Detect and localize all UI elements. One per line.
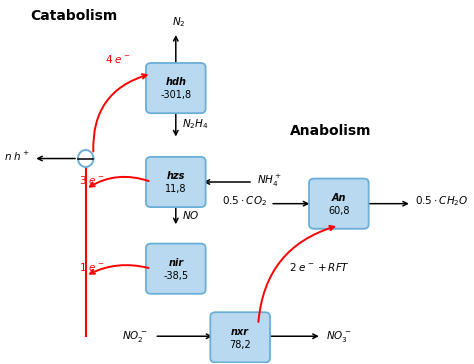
Text: 78,2: 78,2 [229,340,251,349]
Text: $NO_3^-$: $NO_3^-$ [326,329,351,344]
Text: $4\ e^-$: $4\ e^-$ [105,53,131,65]
Text: $NO_2^-$: $NO_2^-$ [122,329,148,344]
Text: $0.5 \cdot CH_2O$: $0.5 \cdot CH_2O$ [415,194,469,208]
Text: $N_2$: $N_2$ [173,15,186,29]
FancyBboxPatch shape [146,244,206,294]
Text: Anabolism: Anabolism [290,124,371,138]
Text: $2\ e^- + RFT$: $2\ e^- + RFT$ [289,261,350,273]
Text: $NH_4^+$: $NH_4^+$ [257,173,283,189]
Text: $3\ e^-$: $3\ e^-$ [80,174,105,186]
Text: 11,8: 11,8 [165,184,187,194]
FancyBboxPatch shape [210,312,270,363]
Text: $NO$: $NO$ [182,209,200,221]
Text: $N_2H_4$: $N_2H_4$ [182,117,209,131]
Text: nir: nir [168,258,183,268]
FancyBboxPatch shape [309,179,369,229]
Text: An: An [332,193,346,203]
Text: hzs: hzs [166,171,185,181]
Text: -38,5: -38,5 [163,271,188,281]
Text: nxr: nxr [231,327,249,337]
FancyBboxPatch shape [146,63,206,113]
Text: hdh: hdh [165,77,186,87]
FancyBboxPatch shape [146,157,206,207]
Text: Catabolism: Catabolism [30,9,117,23]
Text: $1\ e^-$: $1\ e^-$ [80,261,105,273]
Text: -301,8: -301,8 [160,90,191,100]
Text: $n\ h^+$: $n\ h^+$ [4,150,30,163]
Text: $0.5 \cdot CO_2$: $0.5 \cdot CO_2$ [222,194,267,208]
Text: 60,8: 60,8 [328,206,350,216]
